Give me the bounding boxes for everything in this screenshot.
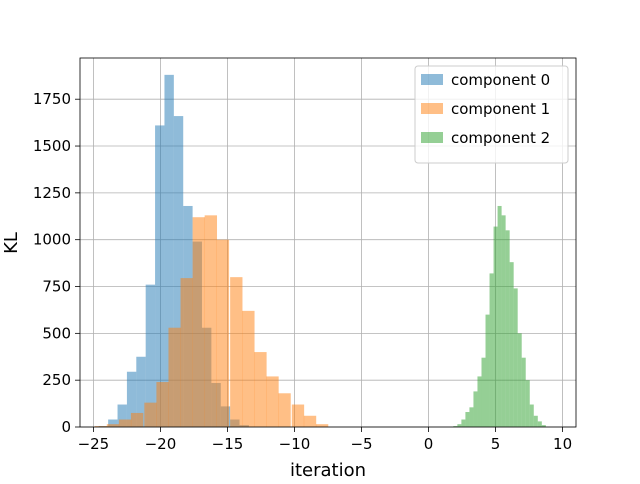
histogram-bar-component-1	[144, 402, 157, 427]
histogram-bar-component-1	[216, 239, 230, 427]
histogram-bar-component-2	[481, 357, 486, 427]
histogram-bar-component-2	[461, 419, 466, 427]
x-axis-label: iteration	[290, 460, 366, 480]
histogram-bar-component-2	[469, 407, 474, 427]
histogram-bar-component-1	[204, 215, 218, 427]
histogram-bar-component-2	[525, 380, 530, 427]
histogram-bar-component-2	[521, 357, 526, 427]
y-tick-label: 0	[61, 418, 71, 436]
histogram-bar-component-0	[136, 356, 146, 427]
histogram-bar-component-2	[497, 205, 502, 427]
histogram-bar-component-0	[155, 125, 165, 428]
histogram-bar-component-1	[291, 404, 305, 427]
legend-swatch	[421, 74, 443, 85]
axis-ticks: −25 −20 −15 −10 −5 0 5 10 0 250 500 750 1000 1250 1500…	[33, 90, 572, 453]
histogram-bar-component-2	[473, 391, 478, 427]
y-tick-label: 1500	[33, 137, 71, 155]
legend-box	[414, 65, 569, 164]
histogram-bar-component-1	[315, 424, 329, 427]
y-axis-label: KL	[1, 232, 22, 254]
histogram-bar-component-1	[242, 310, 255, 427]
histogram-bar-component-0	[173, 116, 184, 428]
histogram-bar-component-1	[192, 217, 205, 427]
histogram-bar-component-1	[303, 415, 317, 427]
histogram-bar-component-2	[537, 421, 542, 427]
y-tick-label: 1250	[33, 184, 71, 202]
histogram-bar-component-2	[533, 415, 538, 427]
y-tick-label: 500	[42, 324, 71, 342]
legend-label: component 1	[451, 100, 550, 118]
x-tick-label: 5	[491, 435, 501, 453]
x-tick-label: −10	[279, 435, 311, 453]
x-tick-label: 0	[424, 435, 434, 453]
histogram-bar-component-2	[541, 425, 546, 427]
histogram-bar-component-2	[493, 226, 498, 427]
y-tick-label: 750	[42, 278, 71, 296]
histogram-bar-component-0	[145, 284, 156, 427]
x-tick-label: −5	[350, 435, 372, 453]
histogram-bar-component-2	[457, 424, 462, 427]
plot-frame	[79, 57, 577, 428]
histogram-bar-component-1	[168, 327, 181, 427]
x-tick-label: 10	[553, 435, 572, 453]
histogram-bar-component-1	[230, 277, 243, 427]
legend-label: component 0	[451, 71, 550, 89]
y-tick-label: 1750	[33, 90, 71, 108]
histogram-bar-component-2	[485, 314, 490, 427]
histogram-bar-component-1	[94, 426, 108, 427]
histogram-bar-component-2	[505, 230, 510, 427]
histogram-bar-component-1	[266, 376, 279, 427]
histogram-bars	[94, 74, 546, 428]
y-tick-label: 1000	[33, 231, 71, 249]
histogram-bar-component-1	[254, 352, 267, 427]
y-tick-label: 250	[42, 371, 71, 389]
histogram-bar-component-2	[509, 262, 514, 427]
histogram-bar-component-2	[477, 376, 482, 427]
histogram-bar-component-1	[118, 419, 132, 427]
histogram-bar-component-0	[126, 371, 137, 427]
histogram-bar-component-1	[130, 412, 144, 427]
histogram-bar-component-2	[501, 215, 506, 427]
histogram-bar-component-2	[529, 404, 534, 427]
histogram-bar-component-2	[453, 426, 458, 427]
histogram-bar-component-2	[517, 333, 522, 427]
histogram-bar-component-1	[156, 382, 169, 427]
histogram-bar-component-0	[108, 419, 118, 427]
histogram-bar-component-2	[513, 288, 518, 427]
legend-swatch	[421, 103, 443, 114]
histogram-bar-component-0	[164, 74, 174, 428]
x-tick-label: −20	[145, 435, 177, 453]
x-tick-label: −25	[78, 435, 110, 453]
legend-swatch	[421, 132, 443, 143]
legend-label: component 2	[451, 129, 550, 147]
legend: component 0 component 1 component 2	[414, 65, 569, 164]
histogram-bar-component-1	[106, 424, 120, 427]
histogram-bar-component-1	[278, 393, 291, 427]
histogram-bar-component-0	[117, 404, 127, 427]
histogram-bar-component-1	[180, 278, 193, 427]
x-tick-label: −15	[212, 435, 244, 453]
histogram-bar-component-2	[489, 273, 494, 427]
histogram-bar-component-2	[465, 412, 470, 427]
